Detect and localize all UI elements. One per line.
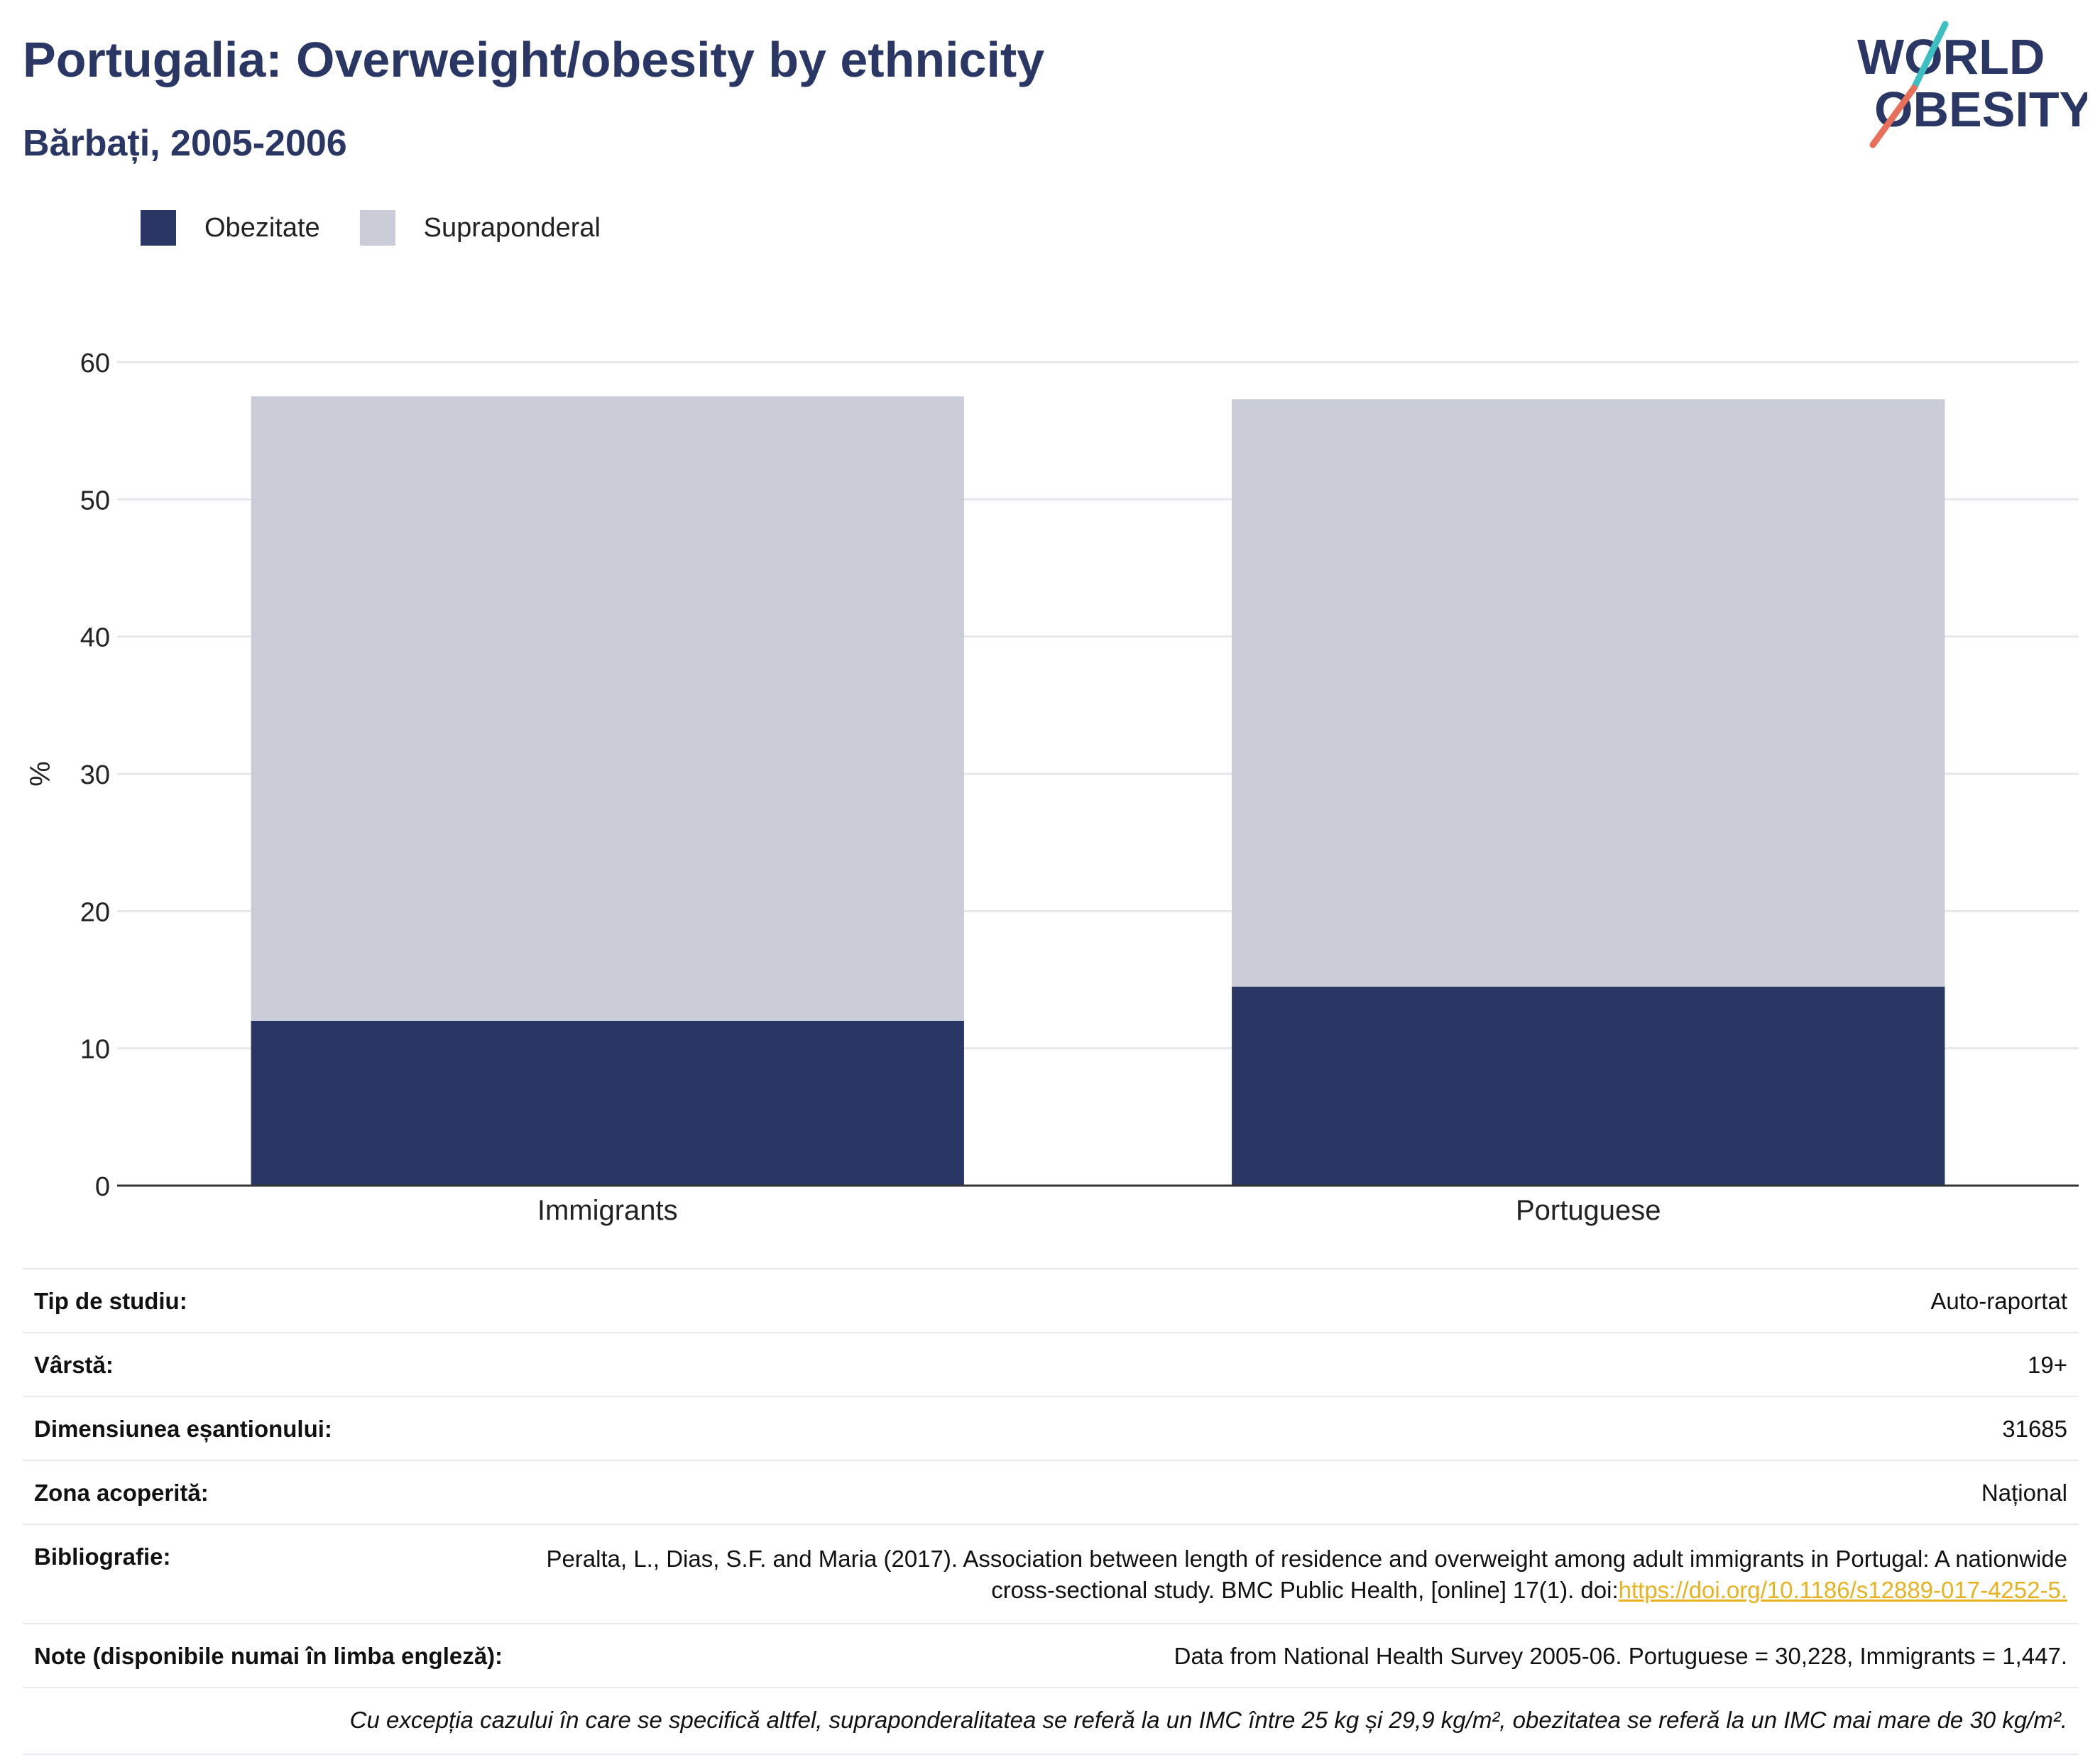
y-tick-label: 30 — [80, 760, 110, 790]
legend-item-obesity: Obezitate — [141, 210, 320, 246]
chart-subtitle: Bărbați, 2005-2006 — [23, 123, 347, 164]
y-tick-label: 20 — [80, 897, 110, 927]
legend-item-overweight: Supraponderal — [359, 210, 601, 246]
bar-obesity-immigrants — [251, 1021, 964, 1186]
logo-line2: OBESITY — [1874, 82, 2087, 137]
study-info-table: Tip de studiu: Auto-raportat Vârstă: 19+… — [23, 1268, 2079, 1755]
bar-overweight-immigrants — [251, 396, 964, 1021]
y-tick-label: 0 — [95, 1172, 110, 1202]
info-row-age: Vârstă: 19+ — [23, 1332, 2079, 1396]
info-key: Note (disponibile numai în limba engleză… — [34, 1643, 503, 1669]
x-tick-label: Immigrants — [537, 1195, 678, 1226]
legend-label-obesity: Obezitate — [204, 212, 320, 243]
info-value: Auto-raportat — [1930, 1288, 2067, 1314]
legend-swatch-overweight — [359, 210, 395, 246]
info-row-area: Zona acoperită: Național — [23, 1460, 2079, 1524]
info-key: Dimensiunea eșantionului: — [34, 1416, 332, 1442]
info-key: Zona acoperită: — [34, 1480, 209, 1506]
x-tick-label: Portuguese — [1516, 1195, 1661, 1226]
info-value: Național — [1981, 1480, 2067, 1506]
info-row-study-type: Tip de studiu: Auto-raportat — [23, 1268, 2079, 1332]
y-tick-label: 50 — [80, 486, 110, 515]
bar-obesity-portuguese — [1232, 986, 1945, 1186]
definition-footnote: Cu excepția cazului în care se specifică… — [23, 1687, 2079, 1755]
info-value: 31685 — [2002, 1416, 2067, 1442]
bar-overweight-portuguese — [1232, 399, 1945, 987]
y-tick-label: 60 — [80, 349, 110, 378]
y-tick-label: 40 — [80, 623, 110, 653]
bibliography-value: Peralta, L., Dias, S.F. and Maria (2017)… — [505, 1543, 2067, 1606]
info-value: Data from National Health Survey 2005-06… — [1174, 1643, 2067, 1669]
info-key: Vârstă: — [34, 1352, 114, 1378]
bibliography-text: Peralta, L., Dias, S.F. and Maria (2017)… — [546, 1546, 2067, 1603]
info-value: 19+ — [2028, 1352, 2067, 1378]
y-tick-label: 10 — [80, 1035, 110, 1065]
info-row-sample-size: Dimensiunea eșantionului: 31685 — [23, 1396, 2079, 1460]
info-row-bibliography: Bibliografie: Peralta, L., Dias, S.F. an… — [23, 1524, 2079, 1623]
legend-swatch-obesity — [141, 210, 176, 246]
world-obesity-logo: WORLD OBESITY — [1857, 21, 2087, 148]
bar-chart: 0 10 20 30 40 50 60% Immigrants Portuguese — [25, 349, 2079, 1226]
info-row-notes: Note (disponibile numai în limba engleză… — [23, 1623, 2079, 1687]
chart-legend: Obezitate Supraponderal — [141, 210, 640, 246]
legend-label-overweight: Supraponderal — [423, 212, 601, 243]
info-key: Tip de studiu: — [34, 1288, 187, 1314]
chart-title: Portugalia: Overweight/obesity by ethnic… — [23, 32, 1045, 87]
doi-link[interactable]: https://doi.org/10.1186/s12889-017-4252-… — [1618, 1577, 2067, 1603]
y-axis-label: % — [25, 761, 56, 787]
logo-line1: WORLD — [1857, 29, 2045, 84]
info-key: Bibliografie: — [34, 1543, 171, 1570]
